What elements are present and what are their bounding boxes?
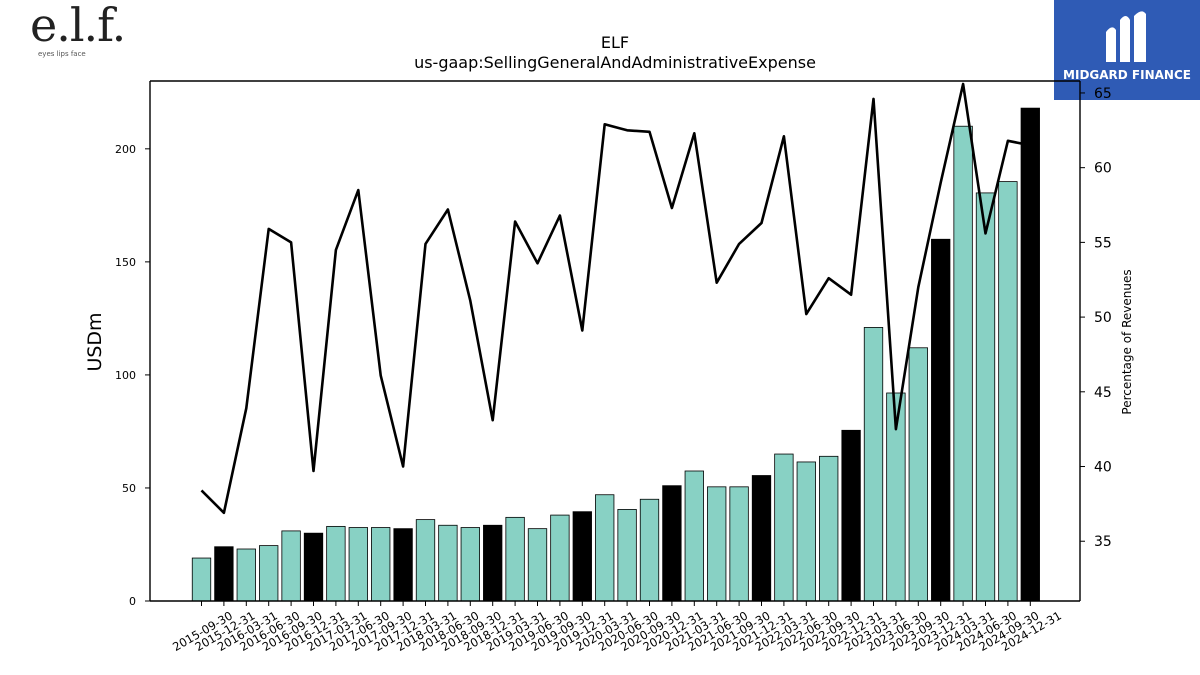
y-tick-label: 150	[115, 256, 136, 269]
midgard-emblem-left-stroke	[1106, 27, 1116, 62]
y-tick-label: 50	[122, 482, 136, 495]
bar-2023-12-31	[931, 238, 951, 602]
y2-tick-label: 60	[1094, 161, 1112, 177]
bar-2020-06-30	[617, 509, 637, 602]
bar-2022-03-31	[774, 453, 794, 602]
bar-2022-06-30	[796, 461, 816, 602]
bar-2022-12-31	[841, 429, 861, 602]
y2-axis-label: Percentage of Revenues	[1120, 269, 1134, 414]
bar-2015-12-31	[214, 546, 234, 602]
bar-2017-03-31	[326, 525, 346, 602]
bar-2017-06-30	[348, 527, 368, 602]
y2-tick-label: 65	[1094, 86, 1112, 102]
bar-2023-03-31	[863, 327, 884, 602]
bar-2024-03-31	[953, 125, 973, 602]
bar-series	[191, 107, 1040, 602]
bar-2020-03-31	[595, 494, 615, 602]
y2-axis-ticks: 35 40 45 50 55 60 65	[1080, 86, 1112, 550]
y-tick-label: 200	[115, 143, 136, 156]
bar-2021-09-30	[729, 486, 749, 602]
midgard-emblem-right-stroke	[1134, 11, 1146, 62]
bar-2019-09-30	[550, 514, 570, 602]
y-tick-label: 100	[115, 369, 136, 382]
axes	[149, 80, 1081, 602]
bar-2016-09-30	[281, 530, 301, 602]
percentage-of-revenues-line	[200, 82, 1031, 515]
bar-2018-09-30	[460, 527, 480, 602]
bar-2017-09-30	[371, 527, 391, 602]
y-tick-label: 0	[129, 595, 136, 608]
chart-title: ELF	[601, 33, 629, 52]
x-axis-ticks: 2015-09-302015-12-312016-03-312016-06-30…	[170, 601, 1064, 654]
bar-2019-03-31	[505, 516, 525, 602]
y2-tick-label: 45	[1094, 385, 1112, 401]
bar-2019-12-31	[572, 511, 592, 602]
midgard-finance-logo: MIDGARD FINANCE	[1054, 0, 1200, 100]
bar-2017-12-31	[393, 528, 413, 602]
bar-2020-12-31	[662, 485, 682, 602]
y2-tick-label: 40	[1094, 460, 1112, 476]
elf-logo-tagline: eyes lips face	[38, 50, 86, 58]
bar-2015-09-30	[191, 557, 212, 602]
bar-2018-12-31	[483, 524, 503, 602]
bar-2024-12-31	[1020, 107, 1040, 602]
bar-2021-12-31	[751, 475, 772, 602]
bar-2016-12-31	[303, 532, 324, 602]
bar-2024-09-30	[998, 181, 1018, 602]
y2-tick-label: 55	[1094, 235, 1112, 251]
y-axis-ticks: 0 50 100 150 200	[115, 143, 150, 608]
bar-2016-06-30	[259, 545, 279, 602]
y-axis-label: USDm	[84, 312, 106, 371]
bar-2016-03-31	[236, 548, 256, 602]
bar-2021-06-30	[707, 486, 727, 602]
y2-tick-label: 35	[1094, 534, 1112, 550]
bar-2023-09-30	[908, 347, 928, 602]
midgard-finance-name: MIDGARD FINANCE	[1063, 68, 1191, 82]
bar-2018-06-30	[438, 524, 458, 602]
bar-2020-09-30	[639, 498, 660, 602]
bar-2019-06-30	[527, 528, 548, 602]
midgard-emblem-middle-stroke	[1120, 16, 1130, 62]
bar-2018-03-31	[415, 519, 436, 602]
bar-2024-06-30	[975, 192, 996, 602]
bar-2021-03-31	[684, 470, 704, 602]
line-series	[200, 82, 1031, 515]
chart-subtitle: us-gaap:SellingGeneralAndAdministrativeE…	[414, 53, 816, 72]
y2-tick-label: 50	[1094, 310, 1112, 326]
midgard-finance-emblem	[1054, 0, 1200, 100]
bar-2022-09-30	[819, 455, 839, 602]
